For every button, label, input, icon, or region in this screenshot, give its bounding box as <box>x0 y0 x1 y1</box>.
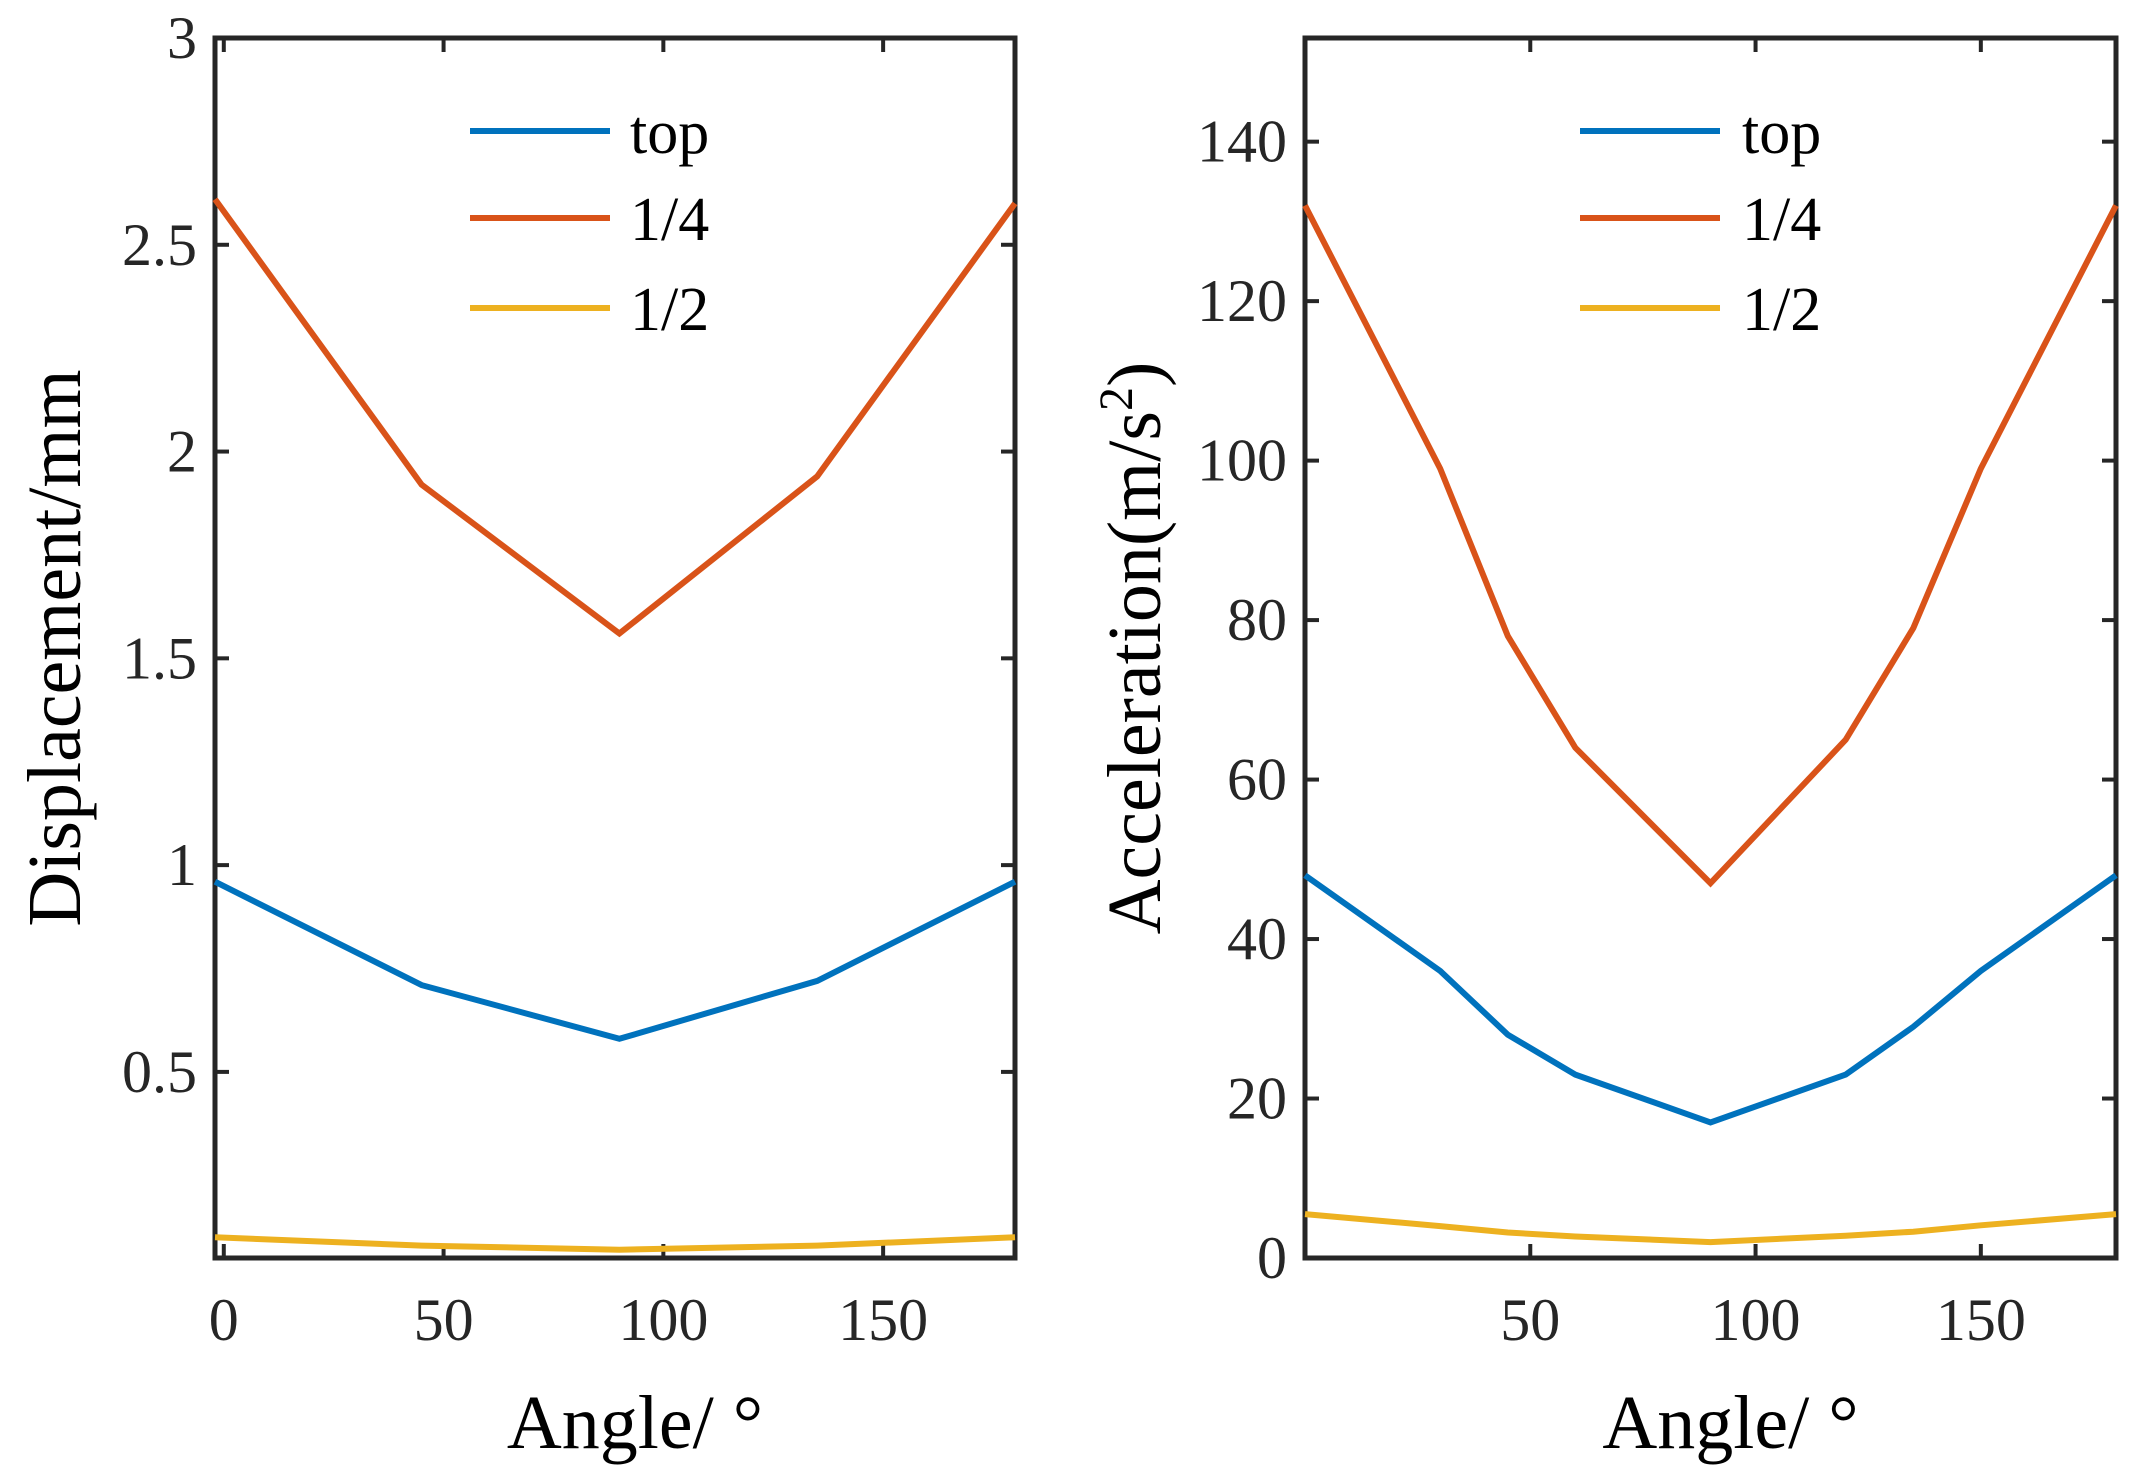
y-tick-label: 80 <box>1227 587 1287 653</box>
series-line-top <box>1303 872 2118 1126</box>
x-axis-title: Angle/ ° <box>507 1381 763 1465</box>
y-tick-label: 0.5 <box>122 1039 197 1105</box>
legend-label: 1/4 <box>1742 186 1821 254</box>
x-axis-title: Angle/ ° <box>1602 1381 1858 1465</box>
legend-label: 1/2 <box>1742 276 1821 344</box>
y-tick-label: 3 <box>167 5 197 71</box>
y-axis-title: Acceleration(m/s2) <box>1090 362 1177 935</box>
legend-label: top <box>1742 99 1821 167</box>
series-line-1-4 <box>212 197 1018 638</box>
series-line-1-2 <box>214 1234 1016 1253</box>
x-tick-label: 100 <box>1711 1287 1801 1353</box>
y-tick-label: 20 <box>1227 1066 1287 1132</box>
y-axis-title-close: ) <box>1093 362 1177 387</box>
legend-label: 1/2 <box>630 276 709 344</box>
plot-area-frame <box>1302 35 2119 1261</box>
series-line-1-2 <box>1304 1211 2117 1246</box>
legend-label: top <box>630 99 709 167</box>
x-tick-label: 100 <box>618 1287 708 1353</box>
x-tick-label: 150 <box>838 1287 928 1353</box>
y-axis-title: Displacement/mm <box>13 369 97 926</box>
y-tick-label: 2 <box>167 419 197 485</box>
plot-area-frame <box>212 35 1018 1261</box>
series-line-1-4 <box>1302 204 2119 888</box>
y-axis-title-main: Acceleration(m/s <box>1093 411 1177 934</box>
y-tick-label: 100 <box>1197 428 1287 494</box>
y-tick-label: 1.5 <box>122 625 197 691</box>
y-tick-label: 40 <box>1227 906 1287 972</box>
x-tick-label: 50 <box>414 1287 474 1353</box>
y-tick-label: 0 <box>1257 1225 1287 1291</box>
x-tick-label: 0 <box>209 1287 239 1353</box>
displacement-chart: 0.5 1 1.5 2 2.5 3 0 50 100 150 Angle/ ° Displacemen… <box>13 5 1018 1465</box>
y-axis-title-superscript: 2 <box>1090 387 1143 411</box>
legend-label: 1/4 <box>630 186 709 254</box>
y-tick-label: 120 <box>1197 268 1287 334</box>
acceleration-chart: 0 20 40 60 80 100 120 140 50 100 150 Angle/ ° Accele… <box>1090 35 2119 1465</box>
y-tick-label: 140 <box>1197 109 1287 175</box>
x-tick-label: 50 <box>1500 1287 1560 1353</box>
y-tick-label: 60 <box>1227 747 1287 813</box>
y-axis-title-main: Displacement/mm <box>13 369 97 926</box>
series-line-top <box>213 879 1017 1042</box>
y-tick-label: 2.5 <box>122 212 197 278</box>
y-tick-label: 1 <box>167 832 197 898</box>
x-tick-label: 150 <box>1936 1287 2026 1353</box>
